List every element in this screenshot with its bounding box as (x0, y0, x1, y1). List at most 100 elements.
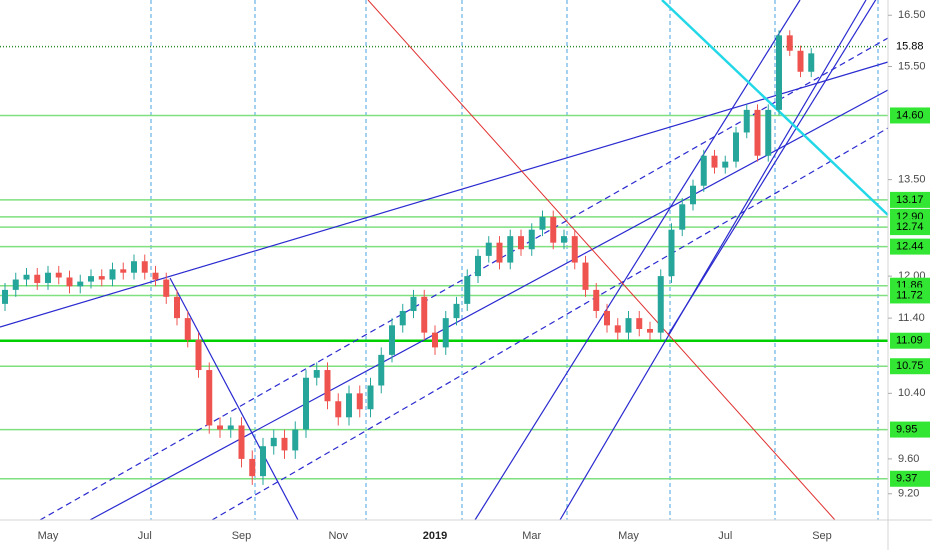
x-tick-label: Nov (328, 530, 348, 542)
candle-body (786, 35, 793, 51)
candle-body (12, 279, 19, 290)
candle-body (378, 354, 385, 386)
candle-body (55, 272, 62, 278)
candle-body (23, 274, 30, 280)
candle-body (453, 303, 460, 319)
candle-body (399, 310, 406, 326)
level-label: 13.17 (896, 194, 924, 206)
x-tick-label: Jul (718, 530, 732, 542)
candle-body (614, 325, 621, 333)
candle-body (45, 272, 51, 283)
axes: 9.209.6010.4011.4012.0013.5015.5016.5015… (38, 9, 930, 542)
candle-body (475, 255, 481, 277)
candle-body (539, 216, 546, 230)
candle-body (335, 401, 342, 418)
y-tick-label: 9.60 (898, 453, 919, 465)
candle-body (292, 429, 299, 451)
candle-body (518, 236, 524, 250)
trend-line (169, 277, 299, 521)
y-tick-label: 16.50 (898, 9, 926, 21)
trend-line (661, 0, 889, 216)
candle-body (2, 289, 8, 304)
level-label: 15.88 (896, 41, 924, 53)
candle-body (604, 310, 610, 326)
level-label: 10.75 (896, 360, 924, 372)
x-tick-label: May (618, 530, 639, 542)
candle-body (174, 296, 180, 319)
y-tick-label: 9.20 (898, 488, 919, 500)
candle-body (679, 204, 686, 230)
trend-line (559, 0, 867, 521)
candle-body (776, 35, 782, 110)
candle-body (195, 339, 202, 371)
candle-body (217, 425, 223, 430)
level-label-box (890, 238, 930, 255)
candle-body (733, 132, 739, 162)
candle-body (722, 161, 729, 168)
level-label-box (890, 38, 930, 55)
level-label-box (890, 358, 930, 375)
level-label: 14.60 (896, 109, 924, 121)
candle-body (507, 236, 514, 263)
candle-body (66, 277, 73, 287)
candles (2, 30, 815, 485)
x-tick-label: May (38, 530, 59, 542)
y-tick-label: 15.50 (898, 60, 926, 72)
trend-line (211, 127, 889, 521)
candle-body (421, 296, 428, 333)
y-tick-label: 10.40 (898, 387, 926, 399)
x-tick-label: Jul (138, 530, 152, 542)
level-label: 12.44 (896, 241, 924, 253)
candle-body (77, 281, 84, 287)
candle-body (647, 328, 653, 333)
candle-body (743, 109, 750, 133)
candle-body (582, 262, 589, 290)
candle-body (765, 109, 772, 156)
level-label-box (890, 219, 930, 236)
candle-body (432, 332, 438, 348)
candle-body (625, 318, 632, 333)
y-tick-label: 11.40 (898, 312, 925, 324)
x-tick-label: 2019 (423, 530, 447, 542)
candle-body (34, 274, 41, 283)
candle-body (496, 242, 503, 263)
candle-body (88, 276, 94, 282)
candle-body (303, 377, 309, 430)
candle-body (442, 318, 449, 348)
candle-body (98, 276, 105, 280)
trend-line (367, 0, 836, 521)
level-label-box (890, 191, 930, 208)
candle-body (561, 236, 567, 243)
level-label: 12.74 (896, 221, 924, 233)
candle-body (131, 261, 137, 273)
level-label-box (890, 332, 930, 349)
trend-line (667, 0, 877, 336)
candle-body (389, 325, 395, 355)
candle-body (700, 155, 707, 186)
candle-body (754, 109, 761, 156)
candle-body (249, 458, 256, 477)
level-label-box (890, 107, 930, 124)
candle-body (410, 296, 417, 311)
candle-body (485, 242, 492, 256)
level-label: 11.72 (896, 289, 923, 301)
x-tick-label: Sep (812, 530, 832, 542)
candle-body (141, 261, 148, 273)
candle-body (109, 269, 116, 280)
candle-body (528, 229, 535, 250)
trend-line (89, 89, 889, 521)
candle-body (346, 393, 352, 418)
candle-body (550, 216, 557, 243)
x-tick-label: Mar (522, 530, 541, 542)
candle-body (163, 279, 170, 297)
candle-body (313, 370, 320, 378)
candle-body (206, 370, 213, 426)
trend-line (474, 0, 801, 521)
y-tick-label: 13.50 (898, 174, 926, 186)
candle-body (270, 437, 277, 447)
candle-body (238, 425, 245, 459)
candle-body (227, 425, 234, 430)
candle-body (636, 318, 643, 329)
